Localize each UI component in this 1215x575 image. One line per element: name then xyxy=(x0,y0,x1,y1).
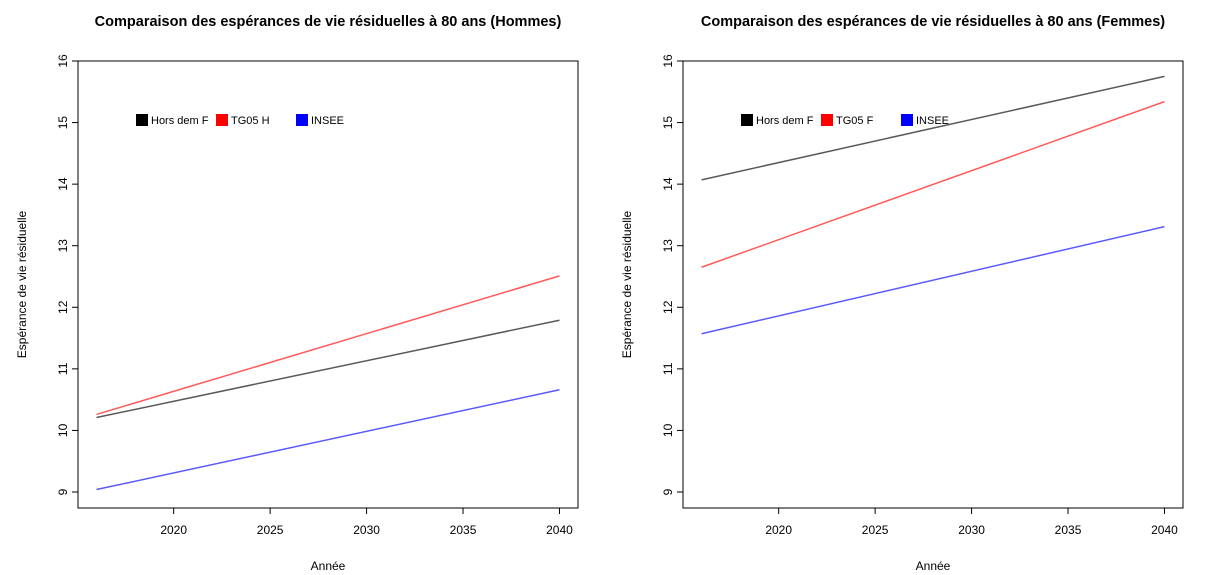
chart-title: Comparaison des espérances de vie résidu… xyxy=(701,14,1165,30)
y-tick-label: 14 xyxy=(661,177,675,191)
x-tick-label: 2040 xyxy=(546,523,573,537)
y-axis-label: Espérance de vie résiduelle xyxy=(15,210,29,358)
y-tick-label: 10 xyxy=(56,423,70,437)
x-axis-label: Année xyxy=(311,559,346,573)
x-tick-label: 2030 xyxy=(353,523,380,537)
legend-swatch xyxy=(216,114,228,126)
y-tick-label: 15 xyxy=(56,116,70,130)
x-tick-label: 2035 xyxy=(450,523,477,537)
legend-label: TG05 F xyxy=(836,115,874,127)
y-tick-label: 16 xyxy=(661,54,675,68)
x-tick-label: 2025 xyxy=(257,523,284,537)
legend-swatch xyxy=(741,114,753,126)
series-line xyxy=(701,100,1165,268)
y-tick-label: 11 xyxy=(56,362,70,375)
y-axis-label: Espérance de vie résiduelle xyxy=(620,210,634,358)
y-tick-label: 12 xyxy=(661,300,675,314)
series-line xyxy=(701,225,1165,335)
y-tick-label: 13 xyxy=(56,239,70,253)
x-tick-label: 2035 xyxy=(1055,523,1082,537)
legend-label: INSEE xyxy=(311,115,344,127)
series-line xyxy=(96,319,560,419)
legend-label: Hors dem F xyxy=(151,115,209,127)
legend-label: INSEE xyxy=(916,115,949,127)
y-tick-label: 11 xyxy=(661,362,675,375)
legend: Hors dem F TG05 H INSEE xyxy=(136,114,344,127)
x-tick-label: 2040 xyxy=(1151,523,1178,537)
x-tick-label: 2020 xyxy=(765,523,792,537)
x-tick-label: 2020 xyxy=(160,523,187,537)
chart-title: Comparaison des espérances de vie résidu… xyxy=(95,14,562,30)
series-line xyxy=(96,389,560,491)
legend-swatch xyxy=(901,114,913,126)
y-tick-label: 9 xyxy=(661,488,675,495)
legend-swatch xyxy=(821,114,833,126)
y-tick-label: 14 xyxy=(56,177,70,191)
y-tick-label: 10 xyxy=(661,423,675,437)
legend: Hors dem F TG05 F INSEE xyxy=(741,114,949,127)
chart-panel: Comparaison des espérances de vie résidu… xyxy=(620,14,1184,573)
series-line xyxy=(701,75,1165,181)
legend-swatch xyxy=(296,114,308,126)
x-axis-label: Année xyxy=(916,559,951,573)
legend-swatch xyxy=(136,114,148,126)
series-line xyxy=(96,275,560,416)
y-tick-label: 12 xyxy=(56,300,70,314)
y-tick-label: 15 xyxy=(661,116,675,130)
legend-label: Hors dem F xyxy=(756,115,814,127)
y-tick-label: 9 xyxy=(56,488,70,495)
x-tick-label: 2025 xyxy=(862,523,889,537)
y-tick-label: 16 xyxy=(56,54,70,68)
plot-frame xyxy=(682,60,1184,509)
chart-panel: Comparaison des espérances de vie résidu… xyxy=(15,14,579,573)
plot-frame xyxy=(77,60,579,509)
x-tick-label: 2030 xyxy=(958,523,985,537)
legend-label: TG05 H xyxy=(231,115,270,127)
y-tick-label: 13 xyxy=(661,239,675,253)
